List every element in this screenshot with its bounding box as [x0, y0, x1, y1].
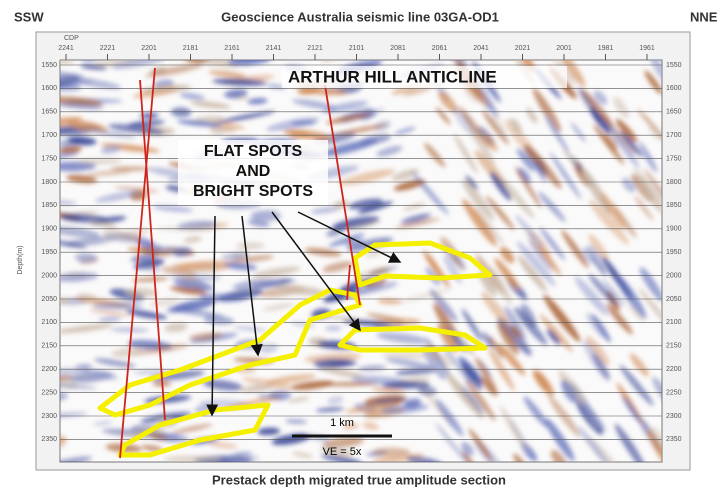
depth-tick-label: 1750: [41, 155, 57, 162]
depth-tick-label: 2300: [666, 413, 682, 420]
depth-tick-label: 2250: [666, 389, 682, 396]
depth-tick-label: 2050: [41, 296, 57, 303]
cdp-tick-label: 2181: [183, 45, 199, 52]
depth-tick-label: 1800: [41, 179, 57, 186]
depth-tick-label: 2150: [666, 343, 682, 350]
cdp-tick-label: 2241: [58, 45, 74, 52]
depth-tick-label: 2000: [41, 272, 57, 279]
cdp-tick-label: 2141: [266, 45, 282, 52]
cdp-tick-label: 2161: [224, 45, 240, 52]
left-direction: SSW: [14, 9, 44, 24]
anticline-label: ARTHUR HILL ANTICLINE: [288, 67, 497, 86]
spots-label-line: AND: [236, 163, 271, 180]
cdp-tick-label: 2041: [473, 45, 489, 52]
scale-length: 1 km: [330, 417, 354, 429]
depth-tick-label: 2050: [666, 296, 682, 303]
depth-tick-label: 2350: [666, 436, 682, 443]
spots-label-line: BRIGHT SPOTS: [193, 183, 313, 200]
depth-tick-label: 1550: [666, 62, 682, 69]
depth-tick-label: 1750: [666, 155, 682, 162]
cdp-tick-label: 2081: [390, 45, 406, 52]
depth-tick-label: 1650: [41, 109, 57, 116]
cdp-tick-label: 2001: [556, 45, 572, 52]
depth-tick-label: 1800: [666, 179, 682, 186]
cdp-tick-label: 2201: [141, 45, 157, 52]
depth-tick-label: 1900: [41, 226, 57, 233]
title: Geoscience Australia seismic line 03GA-O…: [221, 9, 499, 24]
cdp-tick-label: 2021: [515, 45, 531, 52]
cdp-tick-label: 2061: [432, 45, 448, 52]
cdp-tick-label: 1961: [639, 45, 655, 52]
cdp-tick-label: 2101: [349, 45, 365, 52]
depth-tick-label: 2250: [41, 389, 57, 396]
depth-tick-label: 2000: [666, 272, 682, 279]
depth-tick-label: 1950: [666, 249, 682, 256]
depth-tick-label: 2350: [41, 436, 57, 443]
depth-tick-label: 2200: [41, 366, 57, 373]
depth-axis-label: Depth(m): [17, 245, 24, 274]
cdp-tick-label: 1981: [598, 45, 614, 52]
depth-tick-label: 1600: [666, 85, 682, 92]
depth-tick-label: 1950: [41, 249, 57, 256]
cdp-label: CDP: [64, 35, 79, 42]
depth-tick-label: 2300: [41, 413, 57, 420]
cdp-tick-label: 2121: [307, 45, 323, 52]
depth-tick-label: 2100: [666, 319, 682, 326]
depth-tick-label: 2150: [41, 343, 57, 350]
depth-tick-label: 1900: [666, 226, 682, 233]
figure: SSW Geoscience Australia seismic line 03…: [0, 0, 718, 491]
depth-tick-label: 1600: [41, 85, 57, 92]
depth-tick-label: 1850: [666, 202, 682, 209]
depth-tick-label: 1650: [666, 109, 682, 116]
depth-tick-label: 1850: [41, 202, 57, 209]
spots-label-line: FLAT SPOTS: [204, 143, 303, 160]
caption: Prestack depth migrated true amplitude s…: [212, 472, 506, 487]
depth-tick-label: 1700: [666, 132, 682, 139]
depth-tick-label: 1700: [41, 132, 57, 139]
vertical-exaggeration: VE = 5x: [323, 446, 362, 458]
depth-tick-label: 2100: [41, 319, 57, 326]
right-direction: NNE: [690, 9, 718, 24]
depth-tick-label: 2200: [666, 366, 682, 373]
cdp-tick-label: 2221: [100, 45, 116, 52]
depth-tick-label: 1550: [41, 62, 57, 69]
